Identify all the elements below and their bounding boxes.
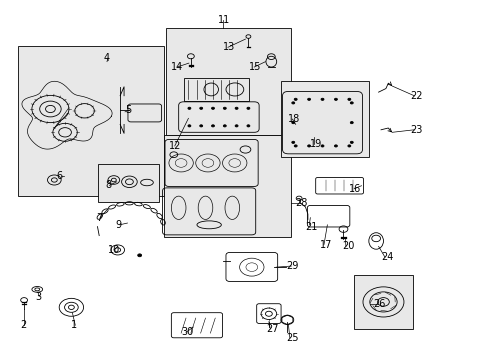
Circle shape [334, 145, 337, 147]
Circle shape [235, 125, 238, 127]
Circle shape [223, 125, 226, 127]
Bar [183, 78, 249, 101]
Text: 7: 7 [96, 213, 102, 222]
Circle shape [187, 125, 190, 127]
Text: 13: 13 [222, 42, 234, 52]
Text: 11: 11 [217, 15, 229, 26]
Text: 14: 14 [171, 62, 183, 72]
Text: 6: 6 [57, 171, 63, 181]
Circle shape [334, 98, 337, 100]
Text: 30: 30 [181, 327, 193, 337]
Circle shape [347, 98, 350, 100]
Circle shape [138, 254, 142, 257]
Circle shape [347, 145, 350, 147]
Circle shape [349, 141, 352, 143]
Text: 21: 21 [305, 222, 317, 231]
Text: 20: 20 [341, 241, 354, 251]
Text: 16: 16 [348, 184, 361, 194]
Circle shape [223, 107, 226, 109]
Circle shape [321, 145, 324, 147]
Bar [353, 275, 412, 329]
Text: 2: 2 [20, 320, 26, 330]
Text: 22: 22 [409, 91, 422, 101]
Circle shape [211, 107, 214, 109]
Circle shape [199, 125, 202, 127]
Circle shape [307, 145, 310, 147]
Circle shape [307, 98, 310, 100]
Bar [166, 28, 290, 135]
Circle shape [291, 122, 294, 124]
Circle shape [246, 107, 249, 109]
Text: 8: 8 [105, 180, 111, 190]
Text: 10: 10 [108, 245, 120, 255]
Text: 26: 26 [373, 299, 386, 309]
Circle shape [294, 145, 297, 147]
Circle shape [211, 125, 214, 127]
Text: 5: 5 [125, 105, 131, 115]
Bar [281, 81, 368, 157]
Text: 4: 4 [103, 53, 109, 63]
Bar [18, 45, 163, 196]
Circle shape [235, 107, 238, 109]
Text: 12: 12 [168, 141, 181, 151]
Circle shape [349, 122, 352, 124]
Text: 28: 28 [295, 198, 307, 208]
Text: 24: 24 [380, 252, 393, 262]
Text: 3: 3 [35, 292, 41, 302]
Text: 18: 18 [288, 114, 300, 124]
Text: 1: 1 [71, 320, 78, 330]
Circle shape [246, 125, 249, 127]
Circle shape [294, 98, 297, 100]
Circle shape [349, 102, 352, 104]
Text: 25: 25 [285, 333, 298, 343]
Circle shape [187, 107, 190, 109]
Text: 19: 19 [310, 139, 322, 149]
Text: 15: 15 [249, 62, 261, 72]
Text: 23: 23 [409, 125, 422, 135]
Text: 29: 29 [285, 261, 298, 271]
Circle shape [291, 102, 294, 104]
Text: 17: 17 [320, 239, 332, 249]
Text: 9: 9 [115, 220, 121, 230]
Bar [163, 135, 290, 237]
Text: 27: 27 [266, 324, 278, 334]
Bar [98, 164, 159, 202]
Circle shape [199, 107, 202, 109]
Circle shape [291, 141, 294, 143]
Circle shape [321, 98, 324, 100]
